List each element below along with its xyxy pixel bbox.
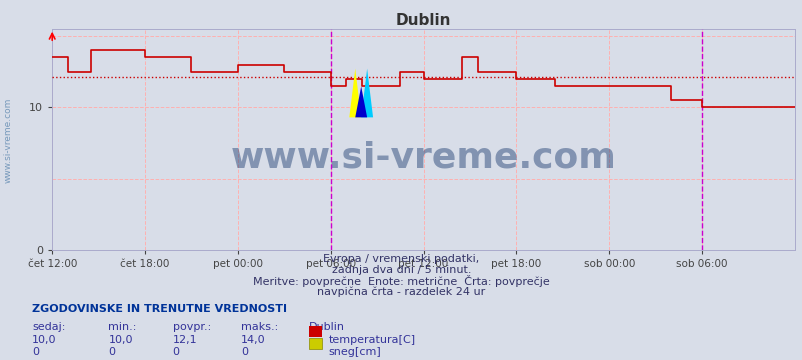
- Polygon shape: [354, 86, 367, 117]
- Text: sedaj:: sedaj:: [32, 322, 66, 332]
- Text: 0: 0: [172, 347, 180, 357]
- Text: Evropa / vremenski podatki,: Evropa / vremenski podatki,: [323, 254, 479, 264]
- Text: 0: 0: [32, 347, 39, 357]
- Title: Dublin: Dublin: [395, 13, 451, 28]
- Text: sneg[cm]: sneg[cm]: [328, 347, 381, 357]
- Text: 0: 0: [241, 347, 248, 357]
- Text: ZGODOVINSKE IN TRENUTNE VREDNOSTI: ZGODOVINSKE IN TRENUTNE VREDNOSTI: [32, 304, 287, 314]
- Text: 12,1: 12,1: [172, 335, 197, 345]
- Text: 14,0: 14,0: [241, 335, 265, 345]
- Polygon shape: [361, 69, 373, 117]
- Text: 10,0: 10,0: [32, 335, 57, 345]
- Text: 0: 0: [108, 347, 115, 357]
- Text: Dublin: Dublin: [309, 322, 345, 332]
- Text: min.:: min.:: [108, 322, 136, 332]
- Text: Meritve: povprečne  Enote: metrične  Črta: povprečje: Meritve: povprečne Enote: metrične Črta:…: [253, 275, 549, 287]
- Polygon shape: [349, 69, 361, 117]
- Text: www.si-vreme.com: www.si-vreme.com: [230, 140, 616, 174]
- Text: povpr.:: povpr.:: [172, 322, 211, 332]
- Text: navpična črta - razdelek 24 ur: navpična črta - razdelek 24 ur: [317, 286, 485, 297]
- Text: www.si-vreme.com: www.si-vreme.com: [3, 98, 13, 183]
- Text: 10,0: 10,0: [108, 335, 133, 345]
- Text: zadnja dva dni / 5 minut.: zadnja dva dni / 5 minut.: [331, 265, 471, 275]
- Text: temperatura[C]: temperatura[C]: [328, 335, 415, 345]
- Text: maks.:: maks.:: [241, 322, 277, 332]
